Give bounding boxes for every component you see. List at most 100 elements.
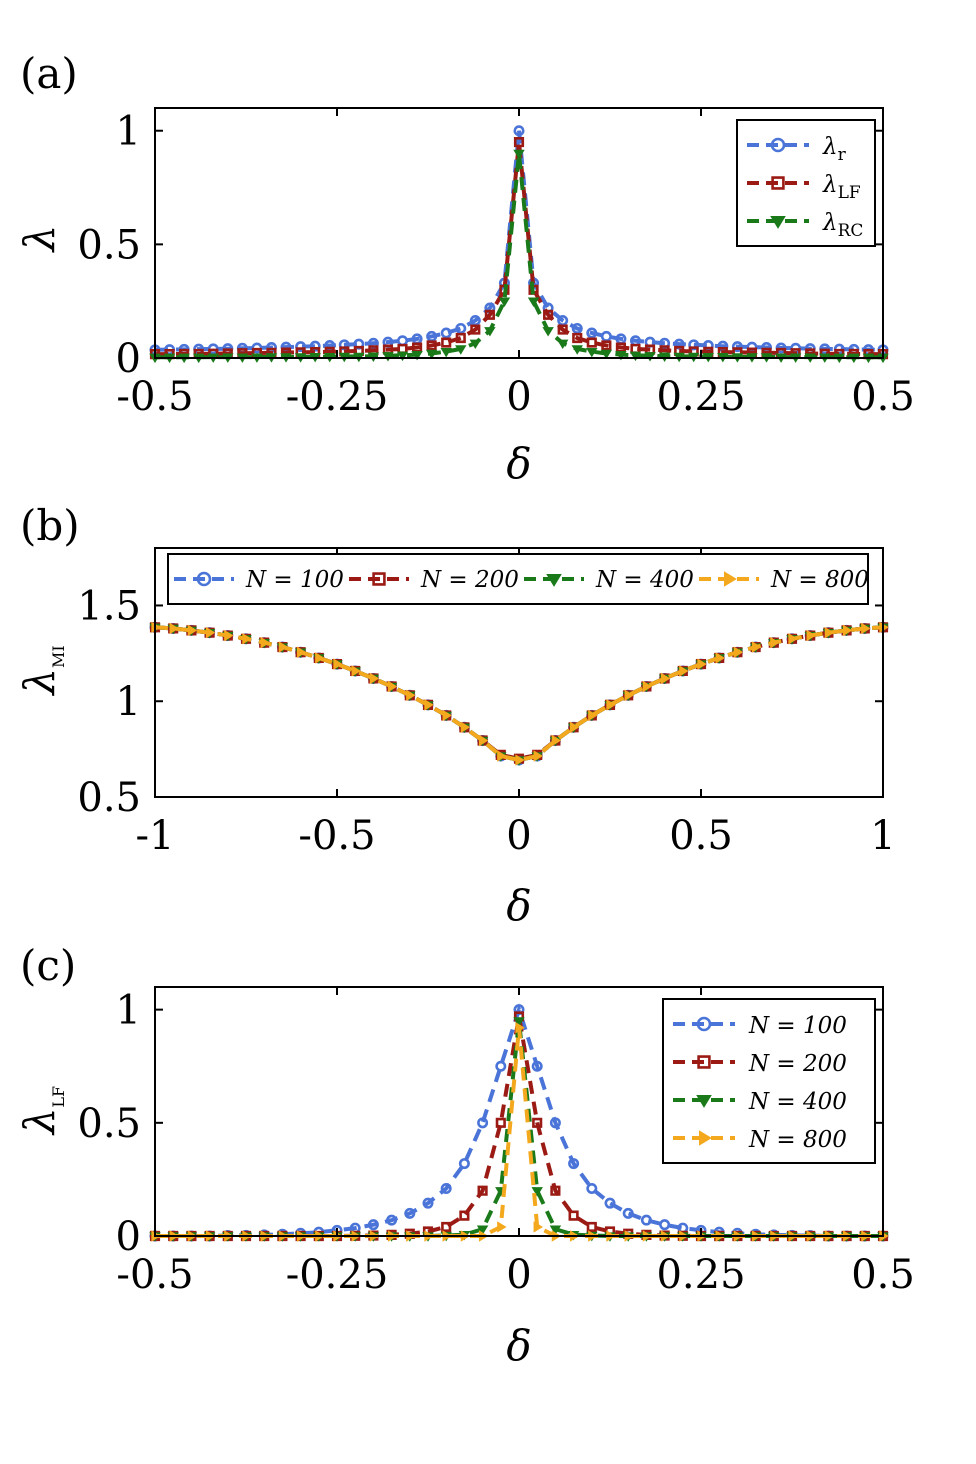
data-point [309,340,321,352]
y-axis-label: λ [15,225,64,254]
data-point [622,1207,634,1219]
data-point [477,1185,488,1196]
data-point [697,658,707,670]
legend-marker [697,1055,711,1069]
data-point [350,665,361,677]
legend: N = 100 N = 200 N = 400 N = 800 [167,553,869,605]
data-point [770,636,780,649]
data-point [476,1225,489,1236]
legend-label: λLF [822,172,861,203]
data-point [549,1117,561,1129]
data-point [386,681,397,692]
x-tick-label: 0 [506,374,531,420]
data-point [484,309,495,320]
data-point [369,672,380,685]
data-point [387,680,398,693]
data-point [528,284,539,295]
legend-marker [770,216,786,229]
x-tick-label: -0.25 [286,1252,389,1298]
data-point [786,633,798,644]
data-point [460,721,471,733]
y-tick-label: 1 [116,679,141,725]
data-point [601,340,612,351]
data-point [367,1219,379,1231]
data-point [586,347,598,358]
data-point [242,633,252,645]
y-axis-label: λMI [15,645,68,696]
data-point [751,641,762,653]
legend-label: N = 400 [748,1089,847,1115]
y-tick-label: 0.5 [77,1101,141,1147]
data-point [806,629,816,642]
series-line [154,625,884,761]
legend-label: N = 200 [420,567,519,593]
y-tick-label: 1 [116,109,141,155]
y-tick-label: 0.5 [77,222,141,268]
data-point [624,689,634,702]
x-tick-label: 0.5 [851,1252,915,1298]
x-tick-label: -1 [136,813,175,859]
data-point [513,125,525,137]
data-point [533,1221,543,1233]
data-point [823,627,834,638]
legend-marker [771,176,785,190]
data-point [533,750,543,762]
data-point [568,722,579,733]
data-point [630,343,641,354]
data-point [478,734,489,747]
data-point [702,339,714,351]
data-point [861,622,871,635]
y-tick-label: 1 [116,988,141,1034]
data-point [396,351,409,362]
data-point [551,734,562,747]
legend-box [167,553,869,605]
y-axis-label: λLF [15,1086,68,1136]
legend-marker [696,1016,712,1032]
x-tick-label: 0.5 [669,813,733,859]
data-point [168,623,179,634]
data-point [600,330,612,342]
data-point [259,637,270,648]
data-point [688,339,700,351]
data-point [224,629,234,642]
data-point [338,339,350,351]
data-point [679,665,689,677]
legend-label: N = 400 [595,567,694,593]
legend-label-subscript: r [838,145,847,165]
data-point [168,1230,179,1242]
data-point [586,1221,597,1233]
data-point [556,339,569,350]
data-point [604,699,616,710]
data-point [532,1117,543,1128]
data-point [659,1219,671,1231]
data-point [805,630,816,641]
data-point [497,750,507,762]
legend-label: N = 100 [748,1013,847,1039]
y-tick-label: 0.5 [77,775,141,821]
data-point [424,699,434,711]
data-point [295,647,306,658]
data-point [351,665,361,677]
data-point [404,1207,416,1219]
data-point [458,1158,470,1170]
data-point [715,652,725,664]
data-point [368,673,379,684]
legend-marker [699,1130,712,1146]
legend-marker [196,571,212,587]
data-point [531,1187,543,1197]
data-point [498,297,511,307]
data-point [440,347,452,358]
data-point [513,137,525,148]
data-point [606,699,616,711]
data-point [295,341,307,353]
data-point [484,327,496,337]
x-tick-label: 0 [506,813,531,859]
data-point [515,1022,525,1034]
data-point [586,337,597,348]
data-point [531,1060,543,1072]
data-point [295,1230,306,1242]
data-point [277,1230,288,1242]
data-point [313,652,324,664]
legend: N = 100 N = 200 N = 400 N = 800 [662,998,876,1164]
